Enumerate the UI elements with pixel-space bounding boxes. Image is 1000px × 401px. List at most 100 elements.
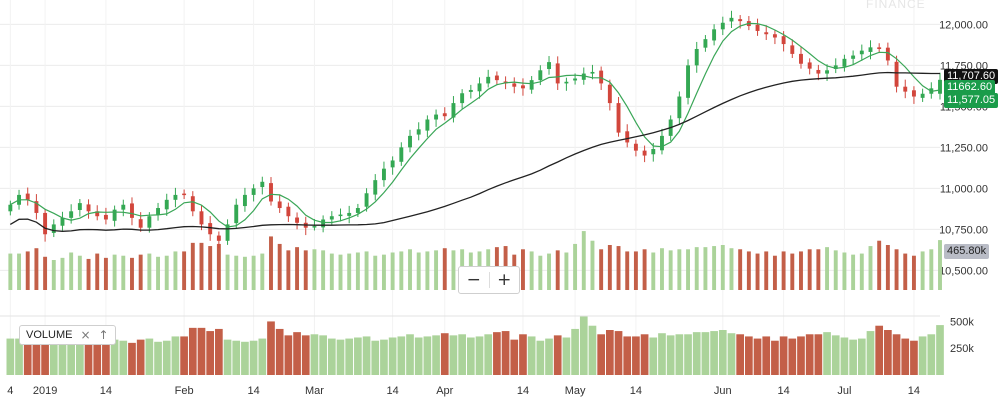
volume-overlay-bar [277, 243, 282, 290]
volume-overlay-bar [295, 247, 300, 290]
volume-overlay-bar [772, 255, 777, 290]
candle [486, 76, 491, 84]
open-price-badge: 11,577.05 [944, 93, 999, 108]
volume-bar [284, 335, 293, 375]
volume-overlay-bar [712, 246, 717, 290]
volume-bar [562, 337, 571, 375]
volume-overlay-bar [564, 252, 569, 290]
volume-bar [484, 334, 493, 375]
x-tick-label: 14 [777, 385, 789, 397]
candle [216, 235, 221, 241]
y-tick-label: 11,000.00 [940, 183, 988, 195]
x-tick-label: 14 [517, 385, 529, 397]
volume-bar [32, 333, 41, 375]
candle [625, 131, 630, 143]
volume-bar [666, 335, 675, 375]
volume-overlay-bar [677, 249, 682, 290]
volume-tick-label: 250k [950, 343, 974, 355]
candle [564, 81, 569, 84]
volume-overlay-bar [833, 250, 838, 290]
candle [885, 47, 890, 61]
candle [277, 201, 282, 209]
candle [547, 62, 551, 69]
candle [364, 193, 369, 207]
candle [182, 193, 187, 196]
candle [720, 22, 725, 30]
volume-overlay-bar [34, 248, 39, 290]
candle [121, 204, 126, 210]
candle [95, 211, 100, 217]
move-up-icon[interactable]: ↑ [98, 328, 109, 342]
volume-bar [41, 341, 49, 375]
volume-bar [258, 338, 267, 375]
volume-overlay-bar [425, 251, 430, 290]
candle [8, 204, 13, 212]
volume-overlay-bar [408, 249, 412, 290]
volume-overlay-bar [868, 246, 873, 290]
volume-bar [432, 335, 440, 375]
candle [43, 212, 48, 235]
volume-overlay-bar [642, 249, 647, 290]
volume-overlay-bar [234, 255, 239, 290]
volume-bar [840, 337, 849, 375]
volume-bar [640, 334, 649, 375]
volume-bar [397, 336, 406, 375]
volume-bar [145, 338, 154, 375]
x-tick-label: 14 [630, 385, 642, 397]
candle [260, 181, 265, 188]
volume-bar [458, 334, 466, 375]
volume-bar [588, 325, 597, 375]
candle [442, 113, 447, 117]
volume-bar [605, 330, 614, 375]
x-tick-label: Mar [305, 385, 324, 397]
volume-bar [310, 334, 319, 375]
x-tick-label: 4 [7, 385, 13, 397]
candle [373, 180, 378, 195]
volume-overlay-bar [573, 243, 578, 290]
close-icon[interactable]: × [80, 328, 91, 342]
volume-bar [423, 336, 432, 375]
volume-overlay-bar [138, 254, 143, 290]
volume-overlay-bar [521, 249, 525, 290]
volume-overlay-bar [851, 254, 856, 290]
candle [703, 39, 708, 48]
zoom-out-button[interactable]: − [466, 270, 481, 290]
zoom-divider [488, 272, 490, 288]
x-tick-label: Jun [714, 385, 732, 397]
volume-bar [849, 339, 857, 375]
candle [399, 147, 404, 162]
volume-bar [371, 340, 380, 375]
volume-bar [23, 336, 32, 375]
candle [781, 36, 786, 45]
sma-line [9, 71, 940, 232]
volume-overlay-bar [903, 253, 908, 290]
candle [590, 71, 595, 74]
volume-overlay-bar [321, 250, 326, 290]
y-tick-label: 11,250.00 [940, 142, 988, 154]
candle [164, 199, 169, 210]
volume-overlay-bar [399, 251, 404, 290]
candle [825, 70, 830, 74]
candle [338, 214, 343, 217]
zoom-in-button[interactable]: + [497, 270, 512, 290]
volume-bar [162, 340, 171, 375]
volume-bar [788, 338, 797, 375]
volume-overlay-bar [894, 249, 899, 290]
volume-last-badge: 465.80k [944, 244, 990, 259]
candle [355, 208, 360, 213]
candle [581, 73, 586, 80]
candle [425, 119, 430, 131]
volume-overlay-bar [269, 236, 273, 290]
volume-overlay-bar [286, 250, 291, 290]
volume-bar [936, 325, 944, 375]
volume-overlay-bar [929, 249, 934, 290]
volume-bar [319, 335, 327, 375]
volume-overlay-bar [538, 255, 543, 290]
volume-bar [466, 337, 475, 375]
volume-bar [180, 336, 188, 375]
candle [138, 219, 143, 228]
volume-overlay-bar [43, 256, 48, 290]
x-tick-label: Apr [436, 385, 453, 397]
candle [799, 53, 803, 64]
volume-bar [884, 330, 892, 375]
